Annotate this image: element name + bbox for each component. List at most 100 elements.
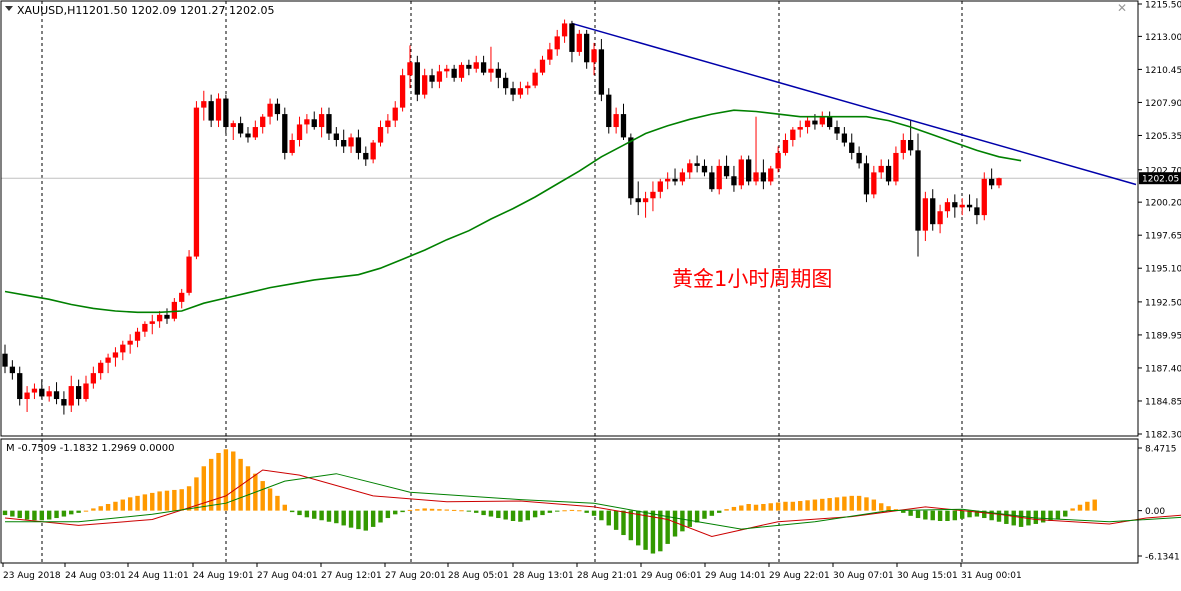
time-axis-tick-label: 24 Aug 11:01 <box>128 571 189 581</box>
macd-histogram-bar <box>451 509 457 511</box>
candle <box>981 172 987 221</box>
macd-histogram-bar <box>127 497 133 511</box>
macd-histogram-bar <box>613 510 619 530</box>
candle-body <box>760 172 767 182</box>
trendline[interactable] <box>571 22 1137 186</box>
candle <box>215 93 222 128</box>
time-axis-tick-label: 27 Aug 20:01 <box>385 571 446 581</box>
candle <box>576 29 582 56</box>
candle-body <box>878 165 884 173</box>
macd-histogram-bar <box>194 477 199 511</box>
current-price-tag-label: 1202.05 <box>1142 175 1179 185</box>
candle-body <box>635 198 641 203</box>
macd-histogram-bar <box>694 510 700 523</box>
candle-body <box>716 165 722 190</box>
candle-body <box>260 116 266 128</box>
candle <box>480 55 487 76</box>
macd-histogram-bar <box>17 510 22 519</box>
macd-histogram-bar <box>474 510 479 513</box>
candle-body <box>451 68 457 78</box>
candle-body <box>819 116 825 125</box>
time-axis-tick-label: 28 Aug 13:01 <box>513 571 574 581</box>
candle <box>488 46 494 82</box>
time-axis-tick-label: 29 Aug 14:01 <box>705 571 766 581</box>
candle <box>819 111 825 128</box>
candle <box>326 107 332 140</box>
macd-histogram-bar <box>901 510 906 513</box>
candle-body <box>53 391 60 400</box>
candle-body <box>849 142 855 153</box>
candle <box>768 165 774 186</box>
candle <box>31 383 38 400</box>
macd-group <box>2 449 1181 554</box>
candle-body <box>701 165 708 173</box>
candle-body <box>311 119 317 128</box>
candle <box>458 62 465 82</box>
macd-histogram-bar <box>341 510 346 526</box>
symbol-label: XAUUSD,H1 <box>17 4 82 17</box>
macd-histogram-bar <box>1085 501 1090 511</box>
candle-body <box>142 323 148 332</box>
candle <box>797 120 803 138</box>
macd-histogram-bar <box>584 510 589 513</box>
candle-body <box>267 103 273 117</box>
candle-body <box>149 321 155 324</box>
candle-body <box>186 256 192 293</box>
candle <box>687 159 693 179</box>
macd-histogram-bar <box>658 510 663 552</box>
macd-histogram-bar <box>142 494 148 511</box>
candle <box>179 288 185 309</box>
candle <box>782 133 789 156</box>
macd-histogram-bar <box>775 502 781 511</box>
candle <box>841 127 848 147</box>
candle-body <box>510 88 516 95</box>
candle-body <box>296 124 303 140</box>
candle <box>937 204 943 234</box>
macd-histogram-bar <box>974 510 980 517</box>
macd-histogram-bar <box>172 489 177 511</box>
macd-histogram-bar <box>790 501 796 511</box>
macd-histogram-bar <box>69 510 74 515</box>
macd-histogram-bar <box>989 510 994 521</box>
macd-histogram-bar <box>827 498 832 511</box>
candle <box>46 386 52 402</box>
macd-histogram-bar <box>39 510 45 521</box>
macd-histogram-bar <box>98 506 103 511</box>
price-axis-tick-label: 1187.40 <box>1145 364 1181 374</box>
macd-histogram-bar <box>415 509 420 511</box>
macd-histogram-bar <box>982 510 987 519</box>
candle <box>473 55 479 73</box>
candle-body <box>333 133 339 140</box>
candle <box>186 250 192 296</box>
macd-axis-tick-label: 8.4715 <box>1145 445 1177 455</box>
candle <box>171 298 177 322</box>
candle-body <box>46 391 52 397</box>
candle <box>885 159 892 186</box>
macd-histogram-bar <box>496 510 501 519</box>
candle <box>650 181 656 212</box>
macd-histogram-bar <box>1063 510 1068 517</box>
macd-histogram-bar <box>120 499 126 511</box>
macd-histogram-bar <box>716 510 722 513</box>
macd-histogram-bar <box>422 508 427 511</box>
candle <box>164 308 170 324</box>
candle-body <box>900 139 906 153</box>
candle-body <box>495 68 501 78</box>
candle-body <box>694 163 700 166</box>
close-icon[interactable]: ✕ <box>1117 1 1127 15</box>
macd-histogram-bar <box>76 510 81 513</box>
candle-body <box>922 198 929 231</box>
candle <box>635 181 641 216</box>
macd-histogram-bar <box>540 510 545 516</box>
macd-histogram-bar <box>46 510 52 520</box>
macd-histogram-bar <box>937 510 943 521</box>
macd-histogram-bar <box>319 510 324 521</box>
candle-body <box>584 33 590 63</box>
macd-histogram-bar <box>91 508 96 511</box>
candle-body <box>274 103 281 115</box>
candle-body <box>24 392 30 400</box>
candle-body <box>591 49 597 63</box>
macd-histogram-bar <box>547 510 553 513</box>
